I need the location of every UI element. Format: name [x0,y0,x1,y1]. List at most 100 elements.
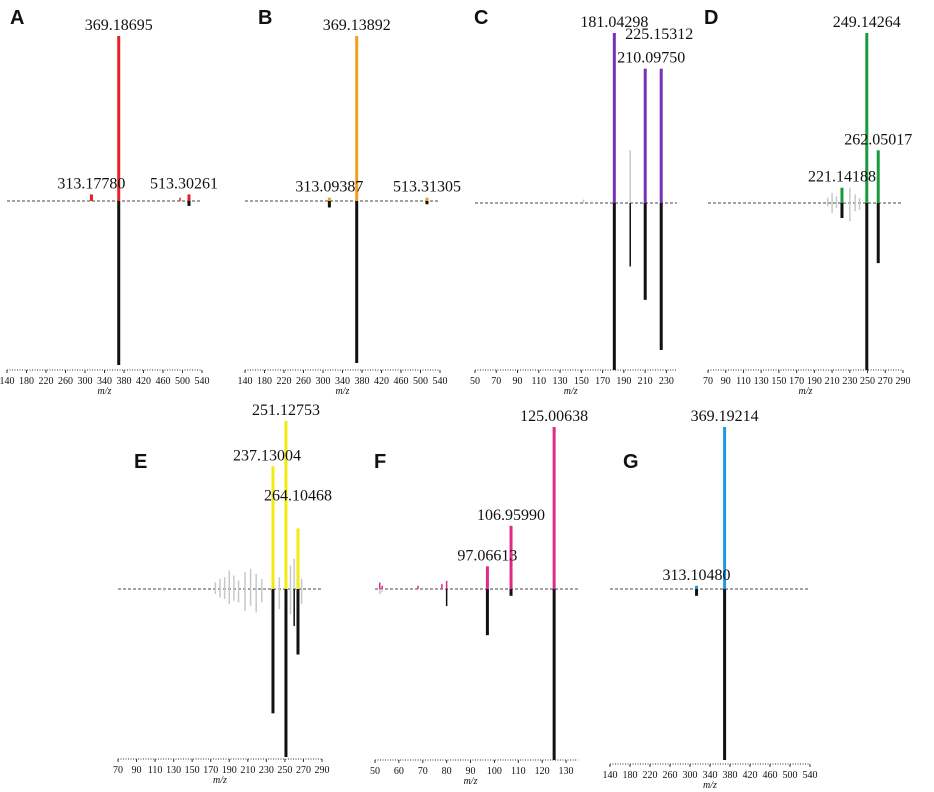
x-tick-label: 250 [277,765,292,776]
peak-bar-upper [219,578,221,589]
peak-bar-lower [293,589,295,626]
peak-bar-upper [612,33,616,203]
x-tick-label: 70 [113,765,123,776]
x-tick-label: 90 [132,765,142,776]
peak-bar-lower [289,589,292,615]
peak-bar-upper [89,194,93,201]
x-tick-label: 150 [185,765,200,776]
x-tick-label: 500 [413,376,428,387]
x-tick-label: 230 [259,765,274,776]
peak-bar-lower [381,589,383,593]
peak-bar-lower [445,589,448,607]
peak-bar-lower [840,203,844,219]
peak-bar-lower [223,589,226,600]
peak-bar-upper [278,577,281,589]
peak-bar-upper [659,68,663,203]
peak-label: 264.10468 [264,488,332,505]
peak-bar-upper [271,466,275,589]
x-tick-label: 110 [148,765,163,776]
peak-label: 181.04298 [580,14,648,31]
panel-letter: E [134,451,147,473]
peak-bar-lower [228,589,231,605]
x-tick-label: 60 [394,766,404,777]
x-tick-label: 130 [553,376,568,387]
x-tick-label: 300 [316,376,331,387]
peak-label: 313.17780 [57,175,125,192]
x-tick-label: 380 [117,376,132,387]
peak-label: 225.15312 [625,26,693,43]
peak-bar-upper [509,525,513,589]
x-axis-title: m/z [703,780,717,791]
peak-label: 221.14188 [808,169,876,186]
peak-bar-upper [284,421,288,589]
x-tick-label: 110 [736,376,751,387]
x-tick-label: 260 [663,770,678,781]
peak-bar-upper [695,585,699,589]
x-tick-label: 90 [721,376,731,387]
peak-bar-lower [163,589,166,591]
x-tick-label: 500 [175,376,190,387]
peak-bar-lower [260,589,263,603]
peak-bar-upper [233,575,235,589]
peak-bar-lower [552,589,556,760]
peak-bar-upper [876,150,880,203]
peak-bar-upper [244,572,246,589]
x-tick-label: 300 [683,770,698,781]
x-tick-label: 500 [783,770,798,781]
x-axis-title: m/z [564,386,578,397]
x-tick-label: 300 [78,376,93,387]
peak-bar-lower [249,589,252,606]
x-tick-label: 340 [97,376,112,387]
x-tick-label: 220 [39,376,54,387]
peak-bar-lower [244,589,246,611]
peak-bar-upper [552,427,556,589]
x-tick-label: 90 [513,376,523,387]
peak-bar-upper [643,68,647,203]
peak-bar-upper [425,197,429,201]
peak-bar-lower [849,203,851,222]
peak-bar-lower [233,589,235,601]
panel-f: F 125.00638 106.95990 97.06613 50 60 70 80 90 100… [370,408,588,787]
peak-bar-lower [858,203,861,210]
x-tick-label: 270 [296,765,311,776]
peak-bar-upper [417,585,419,589]
panel-letter: A [10,7,24,29]
x-axis-title: m/z [213,775,227,786]
panel-e: E 251.12753 237.13004 264.10468 70 90 110 130 15… [113,402,332,786]
peak-bar-lower [284,589,288,757]
peak-bar-lower [643,203,647,300]
peak-label: 106.95990 [477,507,545,524]
peak-label: 97.06613 [457,547,517,564]
x-axis-title: m/z [98,386,112,397]
peak-bar-upper [849,187,851,203]
peak-bar-lower [612,203,616,370]
peak-bar-upper [293,558,295,589]
peak-label: 237.13004 [233,447,301,464]
x-tick-label: 380 [723,770,738,781]
x-tick-label: 460 [394,376,409,387]
peak-bar-upper [831,192,833,203]
x-tick-label: 210 [240,765,255,776]
x-tick-label: 290 [315,765,330,776]
peak-bar-upper [441,584,443,589]
peak-bar-lower [237,589,240,603]
peak-bar-upper [445,580,448,589]
x-axis-title: m/z [464,776,478,787]
peak-bar-lower [629,203,631,267]
peak-label: 313.10480 [663,567,731,584]
x-tick-label: 340 [703,770,718,781]
peak-label: 313.09387 [295,179,363,196]
peak-bar-lower [327,201,331,208]
x-tick-label: 210 [825,376,840,387]
x-tick-label: 420 [743,770,758,781]
peak-bar-lower [219,589,221,598]
x-tick-label: 70 [491,376,501,387]
panel-b: B 369.13892 313.09387 513.31305 140 180 220 260… [238,7,461,397]
x-tick-label: 150 [771,376,786,387]
x-tick-label: 270 [878,376,893,387]
x-tick-label: 540 [195,376,210,387]
peak-bar-upper [327,197,331,201]
peak-bar-lower [117,201,121,365]
x-tick-label: 290 [896,376,911,387]
